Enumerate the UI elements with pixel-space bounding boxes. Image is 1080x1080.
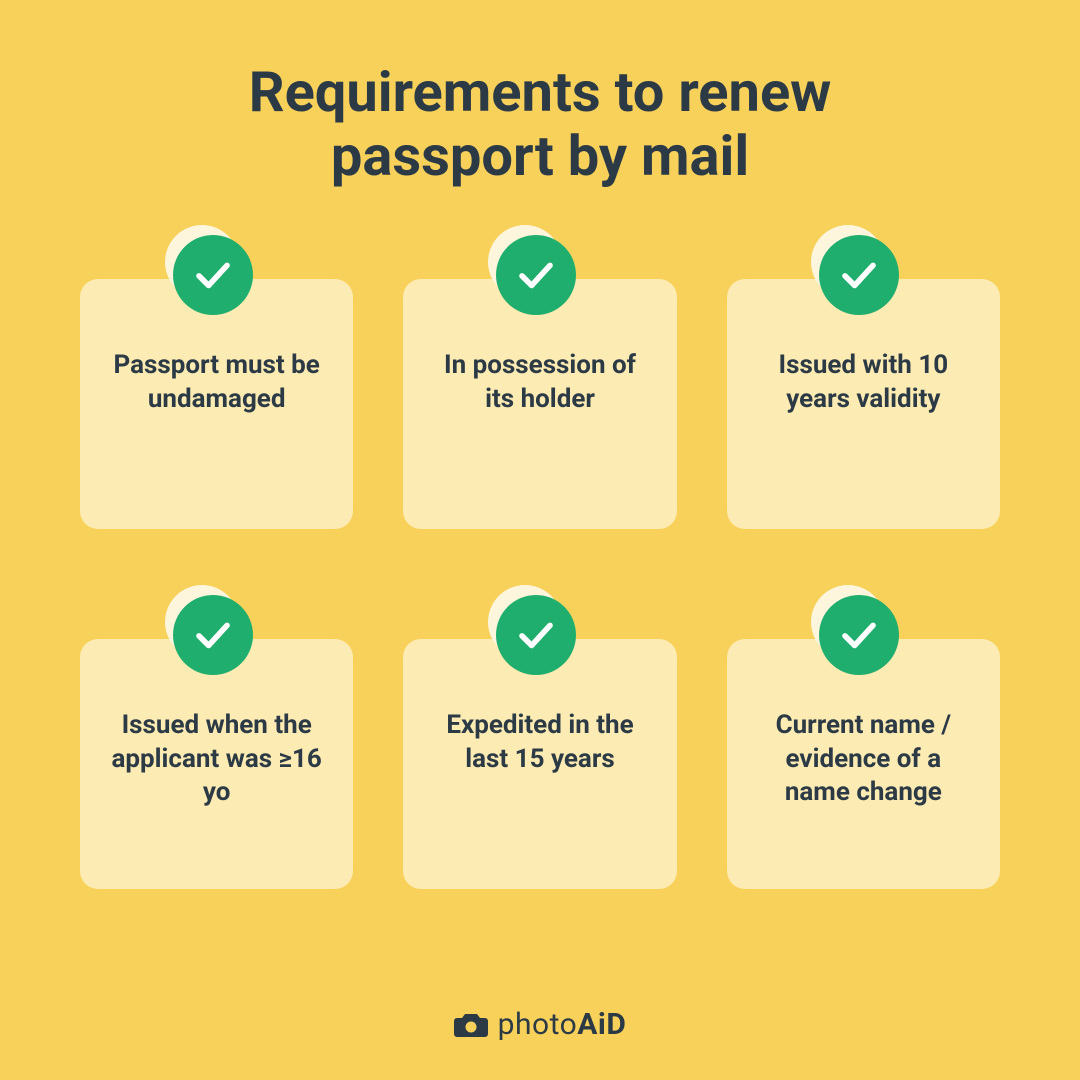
page-title: Requirements to renew passport by mail (140, 60, 940, 189)
camera-icon (454, 1011, 488, 1039)
brand-suffix: AiD (577, 1007, 626, 1042)
requirement-card: Issued with 10 years validity (727, 279, 1000, 529)
requirement-card: Expedited in the last 15 years (403, 639, 676, 889)
requirement-text: Current name / evidence of a name change (751, 709, 976, 810)
brand-name: photoAiD (498, 1007, 627, 1042)
check-badge (819, 595, 907, 683)
check-icon (515, 614, 557, 656)
check-badge (173, 595, 261, 683)
requirements-grid: Passport must be undamaged In possession… (80, 279, 1000, 889)
requirement-text: Issued when the applicant was ≥16 yo (104, 709, 329, 810)
requirement-text: In possession of its holder (427, 349, 652, 417)
badge-main-circle (173, 235, 253, 315)
check-badge (173, 235, 261, 323)
check-badge (496, 235, 584, 323)
requirement-text: Expedited in the last 15 years (427, 709, 652, 777)
check-icon (515, 254, 557, 296)
badge-main-circle (496, 235, 576, 315)
badge-main-circle (173, 595, 253, 675)
check-badge (496, 595, 584, 683)
badge-main-circle (819, 235, 899, 315)
requirement-text: Issued with 10 years validity (751, 349, 976, 417)
badge-main-circle (819, 595, 899, 675)
requirement-card: In possession of its holder (403, 279, 676, 529)
footer: photoAiD (0, 1007, 1080, 1042)
check-icon (192, 614, 234, 656)
requirement-text: Passport must be undamaged (104, 349, 329, 417)
requirement-card: Current name / evidence of a name change (727, 639, 1000, 889)
requirement-card: Issued when the applicant was ≥16 yo (80, 639, 353, 889)
badge-main-circle (496, 595, 576, 675)
check-icon (838, 254, 880, 296)
infographic-canvas: Requirements to renew passport by mail P… (0, 0, 1080, 1080)
check-icon (192, 254, 234, 296)
check-badge (819, 235, 907, 323)
requirement-card: Passport must be undamaged (80, 279, 353, 529)
check-icon (838, 614, 880, 656)
brand-prefix: photo (498, 1007, 578, 1042)
